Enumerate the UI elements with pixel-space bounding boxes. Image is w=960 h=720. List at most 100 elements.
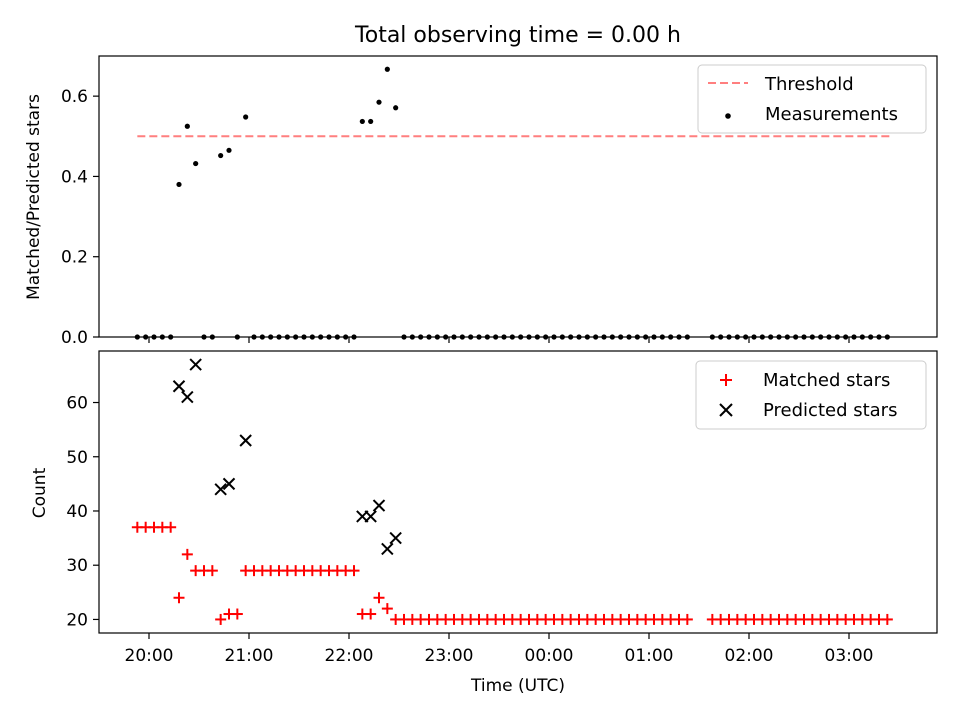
predicted-star-point	[189, 358, 202, 371]
top-legend-box	[697, 64, 927, 134]
measurement-point	[593, 334, 599, 340]
matched-star-points	[131, 521, 893, 625]
measurement-point	[476, 334, 482, 340]
measurement-point	[268, 334, 274, 340]
measurement-point	[426, 334, 432, 340]
bottom-ytick-label: 20	[66, 610, 88, 630]
matched-star-point	[381, 603, 393, 615]
predicted-star-point	[214, 483, 227, 496]
measurement-point	[876, 334, 882, 340]
legend-measurement-swatch	[725, 113, 731, 119]
measurement-point	[226, 147, 232, 153]
matched-star-point	[173, 592, 185, 604]
measurement-point	[468, 334, 474, 340]
measurement-point	[626, 334, 632, 340]
figure-title: Total observing time = 0.00 h	[354, 23, 681, 48]
matched-star-point	[348, 565, 360, 577]
measurement-point	[734, 334, 740, 340]
measurement-point	[618, 334, 624, 340]
top-plot: Matched/Predicted stars 0.0 0.2 0.4 0.6 Thr…	[24, 55, 938, 348]
measurement-point	[284, 334, 290, 340]
measurement-point	[251, 334, 257, 340]
measurement-point	[443, 334, 449, 340]
measurement-point	[718, 334, 724, 340]
bottom-legend: Matched stars Predicted stars	[695, 360, 927, 430]
measurement-point	[709, 334, 715, 340]
measurement-point	[518, 334, 524, 340]
top-ytick-label: 0.2	[61, 248, 88, 268]
measurement-point	[368, 118, 374, 125]
legend-matched-swatch	[720, 374, 732, 386]
measurement-point	[868, 334, 874, 340]
measurement-point	[843, 334, 849, 340]
measurement-point	[543, 334, 549, 340]
measurement-point	[209, 334, 215, 340]
measurement-point	[793, 334, 799, 340]
measurement-point	[676, 334, 682, 340]
measurement-point	[168, 334, 174, 340]
predicted-star-point	[389, 531, 402, 545]
xtick-label: 02:00	[725, 646, 774, 666]
measurement-point	[509, 334, 515, 340]
measurement-point	[768, 334, 774, 340]
legend-measurement-label: Measurements	[765, 104, 898, 125]
measurement-point	[576, 334, 582, 340]
bottom-yticks: 20 30 40 50 60	[66, 394, 99, 630]
legend-predicted-swatch	[719, 403, 733, 417]
top-ytick-label: 0.6	[61, 87, 88, 107]
matched-star-point	[681, 613, 693, 625]
measurement-point	[634, 334, 640, 340]
measurement-point	[801, 334, 807, 340]
measurement-point	[359, 118, 365, 125]
measurement-point	[384, 66, 390, 72]
predicted-star-point	[239, 434, 252, 447]
measurement-point	[326, 334, 332, 340]
top-legend: Threshold Measurements	[697, 64, 927, 134]
measurement-point	[276, 334, 282, 340]
measurement-point	[884, 334, 890, 340]
bottom-legend-box	[695, 360, 927, 430]
measurement-point	[726, 334, 732, 340]
measurement-point	[668, 334, 674, 340]
matched-star-point	[215, 613, 227, 625]
top-ytick-label: 0.0	[61, 328, 88, 348]
bottom-ytick-label: 50	[66, 448, 88, 468]
matched-star-point	[231, 608, 243, 620]
measurement-point	[818, 334, 824, 340]
legend-matched-label: Matched stars	[763, 370, 890, 391]
measurement-point	[301, 334, 307, 340]
measurement-point	[684, 334, 690, 340]
measurement-point	[318, 334, 324, 340]
xtick-label: 01:00	[625, 646, 674, 666]
measurement-point	[351, 334, 357, 340]
measurement-point	[134, 334, 140, 340]
xtick-label: 22:00	[325, 646, 374, 666]
xtick-label: 23:00	[425, 646, 474, 666]
measurement-point	[243, 114, 249, 120]
predicted-star-point	[364, 510, 377, 523]
measurement-point	[201, 334, 207, 340]
xtick-label: 21:00	[225, 646, 274, 666]
bottom-ytick-label: 30	[66, 556, 88, 576]
predicted-star-point	[172, 380, 186, 393]
measurement-point	[176, 181, 182, 188]
bottom-ytick-label: 40	[66, 502, 88, 522]
predicted-star-points	[172, 358, 402, 556]
legend-threshold-label: Threshold	[764, 74, 854, 95]
matched-star-point	[373, 592, 385, 604]
measurement-point	[776, 334, 782, 340]
top-plot-frame	[98, 55, 938, 338]
measurement-point	[743, 334, 749, 340]
measurement-point	[376, 99, 382, 105]
measurement-point	[143, 334, 149, 340]
measurement-point	[534, 334, 540, 340]
matched-star-point	[206, 565, 218, 577]
measurement-point	[159, 334, 165, 340]
measurement-point	[418, 334, 424, 340]
measurement-point	[393, 105, 399, 111]
measurement-point	[759, 334, 765, 340]
measurement-point	[651, 334, 657, 340]
xtick-label: 20:00	[125, 646, 174, 666]
measurement-point	[609, 334, 615, 340]
